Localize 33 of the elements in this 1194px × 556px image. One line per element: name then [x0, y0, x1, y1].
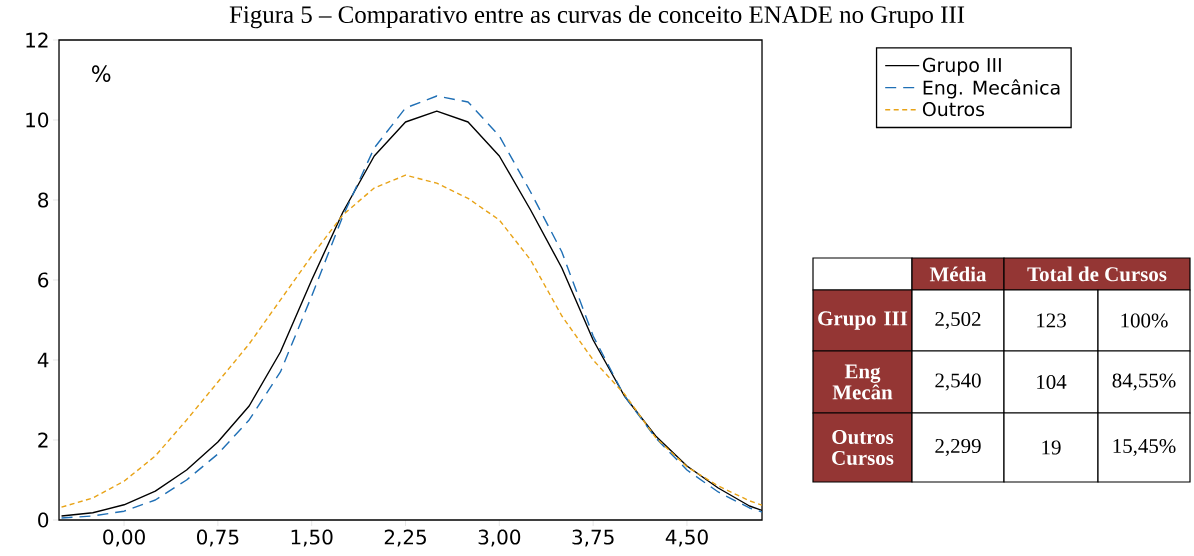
- text: 123: [1037, 313, 1066, 328]
- text: Média: [929, 266, 987, 282]
- y-tick-label: 12: [26, 32, 48, 48]
- text: 2,299: [935, 438, 981, 457]
- chart-title: Figura 5 – Comparativo entre as curvas de conceito ENADE no Grupo III: [229, 5, 965, 29]
- x-tick-label: 4,50: [665, 529, 708, 547]
- text: Grupo III: [818, 311, 908, 330]
- text: Outros Cursos: [832, 429, 894, 465]
- legend-label: Outros: [922, 101, 985, 117]
- y-tick-label: 4: [37, 352, 49, 368]
- x-tick-label: 3,00: [478, 529, 521, 547]
- y-axis-title: %: [91, 65, 111, 82]
- x-tick-label: 2,25: [384, 529, 426, 547]
- x-tick-label: 1,50: [291, 529, 333, 547]
- text: 19: [1042, 440, 1061, 455]
- text: 2,540: [935, 373, 981, 391]
- text: 84,55%: [1112, 373, 1176, 391]
- legend-label: Eng. Mecânica: [923, 79, 1060, 99]
- text: Total de Cursos: [1027, 266, 1167, 282]
- y-tick-label: 10: [26, 112, 49, 128]
- x-tick-label: 0,75: [197, 529, 239, 547]
- y-tick-label: 0: [38, 512, 49, 528]
- y-tick-label: 2: [38, 432, 48, 448]
- text: 100%: [1121, 313, 1168, 328]
- legend-label: Grupo III: [922, 57, 1001, 76]
- text: 2,502: [935, 311, 981, 330]
- x-tick-label: 0,00: [103, 529, 145, 547]
- text: 15,45%: [1113, 438, 1176, 457]
- text: 104: [1037, 374, 1067, 390]
- y-tick-label: 8: [38, 192, 49, 208]
- y-tick-label: 6: [38, 272, 49, 288]
- text: Eng Mecân: [832, 364, 893, 400]
- x-tick-label: 3,75: [572, 529, 614, 547]
